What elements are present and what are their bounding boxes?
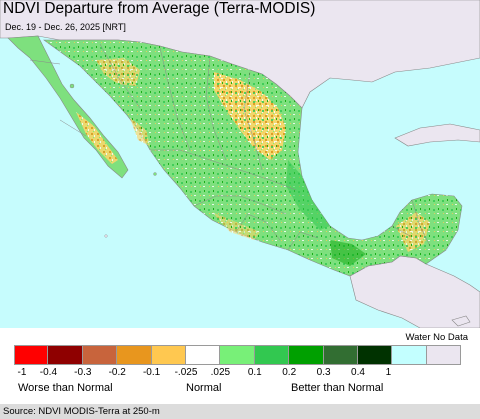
legend-tick: 0.4 [351, 367, 365, 378]
source-bar: Source: NDVI MODIS-Terra at 250-m [0, 404, 480, 419]
legend-swatch [185, 346, 221, 364]
legend-swatch [82, 346, 118, 364]
state-borders [29, 43, 431, 251]
legend-tick: 1 [385, 367, 392, 378]
cuba-land [394, 123, 480, 147]
source-text: Source: NDVI MODIS-Terra at 250-m [3, 406, 160, 417]
legend-swatch [426, 346, 462, 364]
category-better: Better than Normal [291, 382, 384, 394]
legend-tick: 0.1 [247, 367, 262, 378]
baja-dry-area [76, 112, 118, 164]
ndvi-map [0, 0, 480, 328]
legend-swatch [14, 346, 49, 364]
date-range: Dec. 19 - Dec. 26, 2025 [NRT] [5, 22, 126, 32]
legend-tick: 0.2 [282, 367, 297, 378]
legend-swatch [323, 346, 358, 364]
map-title: NDVI Departure from Average (Terra-MODIS… [3, 0, 316, 17]
vegetation-texture [44, 40, 462, 276]
legend-swatch [220, 346, 255, 364]
legend-tick: -0.4 [39, 367, 58, 378]
revillagigedo [104, 234, 108, 238]
legend-color-bar [14, 345, 462, 365]
map-panel: NDVI Departure from Average (Terra-MODIS… [0, 0, 480, 328]
legend-tick: -0.2 [108, 367, 126, 378]
legend-tick: -0.3 [74, 367, 92, 378]
island-land [451, 315, 471, 327]
legend: Water No Data -1 -0.4 -0.3 -0.2 -0.1 -.025 .02… [0, 328, 480, 404]
legend-tick: -1 [17, 367, 27, 378]
water-nodata-label: Water No Data [405, 332, 468, 343]
legend-swatch [392, 346, 427, 364]
green-region-chiapas [330, 240, 366, 266]
legend-swatch [48, 346, 83, 364]
legend-tick-labels: -1 -0.4 -0.3 -0.2 -0.1 -.025 .025 0.1 0.2 0.3 0.4 1 [0, 367, 480, 381]
category-worse: Worse than Normal [18, 382, 113, 394]
legend-swatch [117, 346, 152, 364]
legend-tick: .025 [210, 367, 231, 378]
green-region-gulf [286, 160, 330, 230]
legend-swatch [357, 346, 393, 364]
category-normal: Normal [186, 382, 222, 394]
legend-tick: -.025 [174, 367, 198, 378]
legend-tick: 0.3 [316, 367, 331, 378]
legend-swatch [289, 346, 324, 364]
tiburon-island [69, 83, 75, 89]
legend-swatch [151, 346, 186, 364]
legend-swatch [254, 346, 290, 364]
legend-tick: -0.1 [142, 367, 161, 378]
central-america-land [349, 255, 480, 328]
islas-marias [153, 172, 157, 176]
